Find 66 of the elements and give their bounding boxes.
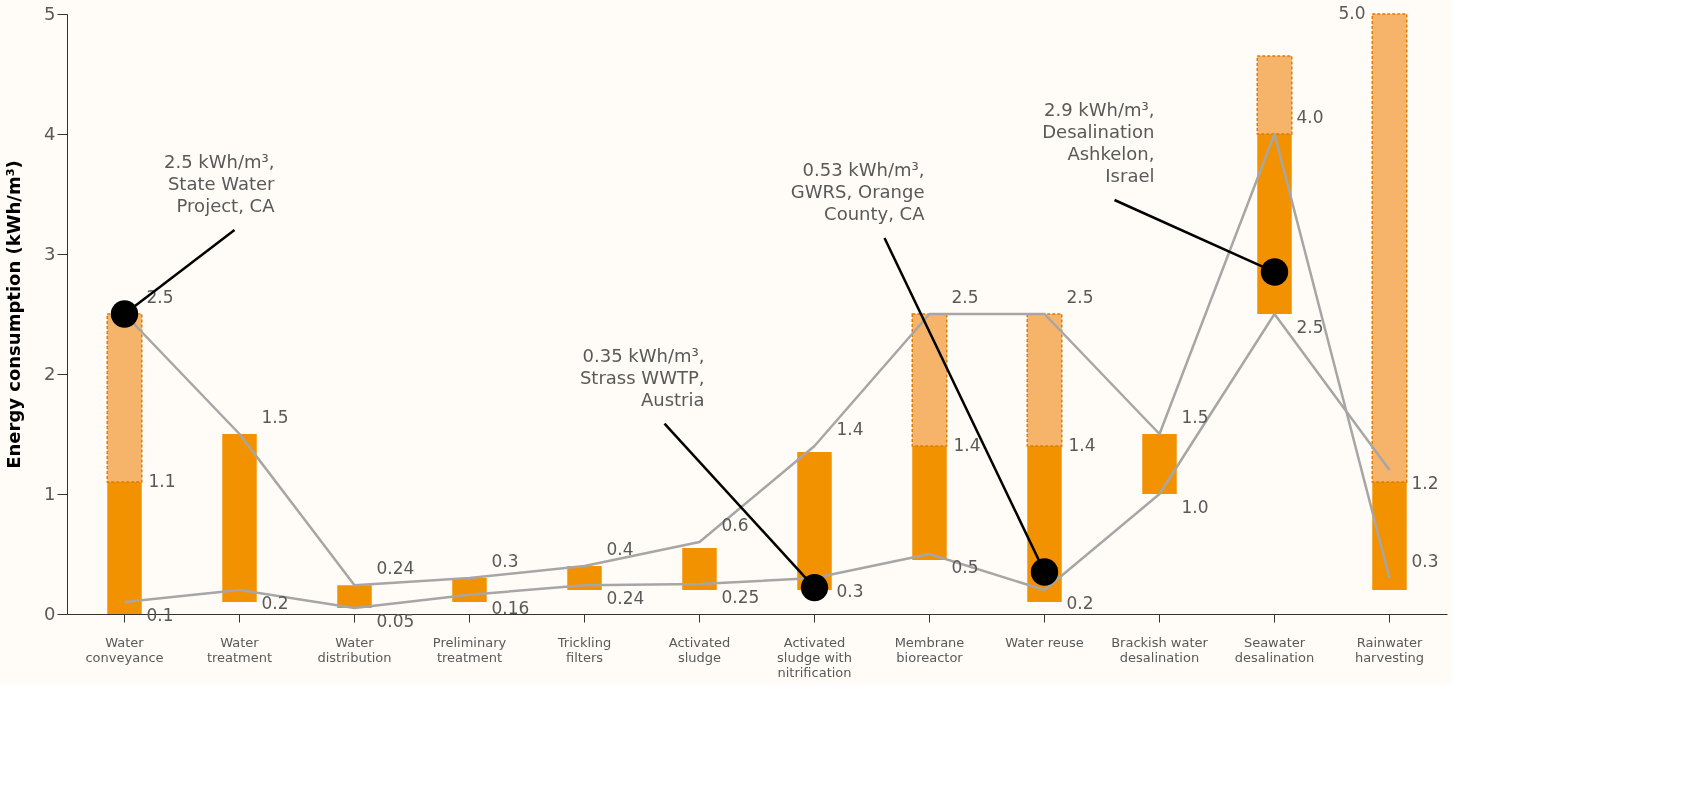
data-label: 2.5	[951, 287, 979, 307]
y-tick-label: 3	[44, 242, 56, 264]
annotation: 1.4	[953, 435, 981, 455]
point	[1030, 558, 1059, 586]
x-tick-label: Activated sludge with nitrification	[777, 634, 852, 680]
x-tick-label: Water reuse	[1005, 634, 1084, 650]
bar	[1372, 482, 1407, 590]
annotation: 1.1	[148, 471, 176, 491]
data-label: 1.2	[1411, 473, 1439, 493]
data-label: 0.2	[261, 593, 289, 613]
data-label: 0.5	[951, 557, 979, 577]
bar	[1026, 313, 1063, 447]
data-label: 0.24	[376, 558, 415, 579]
y-tick-label: 1	[44, 482, 56, 504]
data-label: 2.5	[1066, 287, 1094, 307]
annotation: 1.4	[1068, 435, 1096, 455]
data-label: 1.0	[1181, 497, 1209, 517]
data-label: 0.6	[721, 515, 749, 535]
x-tick-label: Water treatment	[206, 634, 273, 665]
y-tick-label: 5	[44, 2, 56, 24]
data-label: 0.2	[1066, 593, 1094, 613]
data-label: 0.16	[491, 597, 530, 618]
y-tick-label: 4	[44, 122, 56, 144]
bar	[222, 434, 257, 602]
data-label: 1.4	[836, 419, 864, 439]
bar	[797, 452, 832, 590]
x-tick-label: Water conveyance	[85, 634, 164, 665]
x-tick-label: Brackish water desalination	[1111, 634, 1209, 665]
y-axis-title: Energy consumption (kWh/m³)	[3, 160, 25, 469]
data-label: 0.05	[376, 611, 415, 631]
annotation: 0.35 kWh/m³, Strass WWTP, Austria	[579, 344, 705, 410]
data-label: 0.24	[606, 588, 645, 609]
data-label: 0.3	[491, 551, 519, 571]
x-tick-label: Activated sludge	[668, 634, 731, 665]
x-tick-label: Trickling filters	[556, 634, 612, 665]
point	[110, 300, 139, 328]
x-tick-label: Water distribution	[317, 634, 392, 665]
data-label: 1.5	[1181, 407, 1209, 427]
data-label: 0.25	[721, 587, 760, 607]
data-label: 2.5	[1296, 317, 1324, 337]
bar	[106, 313, 143, 483]
bar	[107, 482, 142, 614]
bar	[1142, 434, 1177, 494]
point	[1260, 258, 1289, 286]
x-tick-label: Preliminary treatment	[432, 634, 507, 665]
data-label: 0.4	[606, 539, 634, 559]
x-tick-label: Membrane bioreactor	[894, 634, 965, 665]
data-label: 1.5	[261, 407, 289, 427]
bar	[1256, 55, 1293, 135]
y-tick-label: 0	[44, 602, 56, 624]
y-tick-label: 2	[44, 362, 56, 384]
annotation: 2.5 kWh/m³, State Water Project, CA	[163, 151, 276, 216]
data-label: 0.3	[1411, 551, 1439, 571]
data-label: 2.5	[146, 287, 174, 307]
bar	[912, 446, 947, 560]
annotation: 5.0	[1338, 3, 1366, 23]
annotation: 2.9 kWh/m³, Desalination Ashkelon, Israel	[1042, 99, 1155, 186]
bar	[1371, 13, 1408, 483]
data-label: 0.3	[836, 581, 864, 601]
data-label: 4.0	[1296, 107, 1324, 127]
point	[800, 573, 829, 602]
bar	[911, 313, 948, 447]
bar	[682, 548, 717, 590]
annotation: 0.53 kWh/m³, GWRS, Orange County, CA	[790, 159, 926, 224]
x-tick-label: Rainwater harvesting	[1354, 634, 1425, 665]
x-tick-label: Seawater desalination	[1234, 634, 1315, 665]
